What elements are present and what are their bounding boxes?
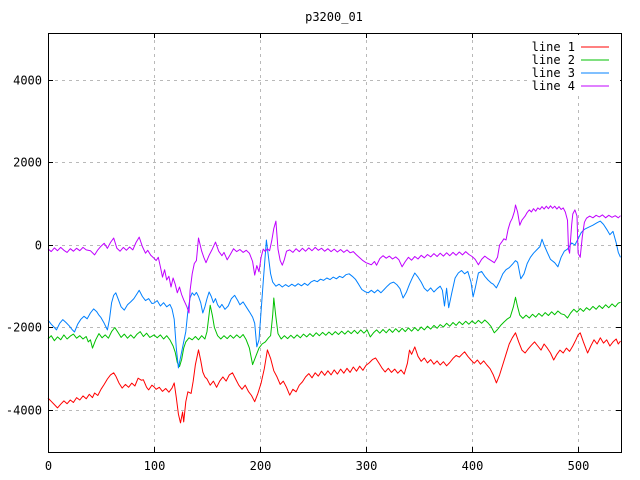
legend-label-3: line 3 xyxy=(532,66,575,80)
x-tick-label: 100 xyxy=(144,459,166,473)
x-tick-label: 400 xyxy=(462,459,484,473)
series-2 xyxy=(47,296,621,368)
plot-border xyxy=(48,33,622,453)
series-1 xyxy=(47,332,621,424)
x-tick-label: 0 xyxy=(45,459,52,473)
legend-label-4: line 4 xyxy=(532,79,575,93)
y-tick-label: 2000 xyxy=(13,156,42,170)
legend-label-2: line 2 xyxy=(532,53,575,67)
y-tick-label: 0 xyxy=(35,239,42,253)
legend-label-1: line 1 xyxy=(532,40,575,54)
series-3 xyxy=(47,220,621,369)
axes-layer: 0 100 200 300 400 500 -4000 -2000 0 2000 4000 xyxy=(6,33,622,473)
series-4 xyxy=(47,204,621,314)
x-tick-label: 500 xyxy=(568,459,590,473)
chart-title: p3200_01 xyxy=(305,10,363,24)
x-tick-label: 300 xyxy=(356,459,378,473)
y-tick-label: -4000 xyxy=(6,404,42,418)
y-tick-label: 4000 xyxy=(13,74,42,88)
series-layer xyxy=(47,204,621,424)
x-tick-label: 200 xyxy=(250,459,272,473)
legend-background xyxy=(529,35,620,93)
y-tick-label: -2000 xyxy=(6,321,42,335)
grid-layer xyxy=(48,33,621,452)
